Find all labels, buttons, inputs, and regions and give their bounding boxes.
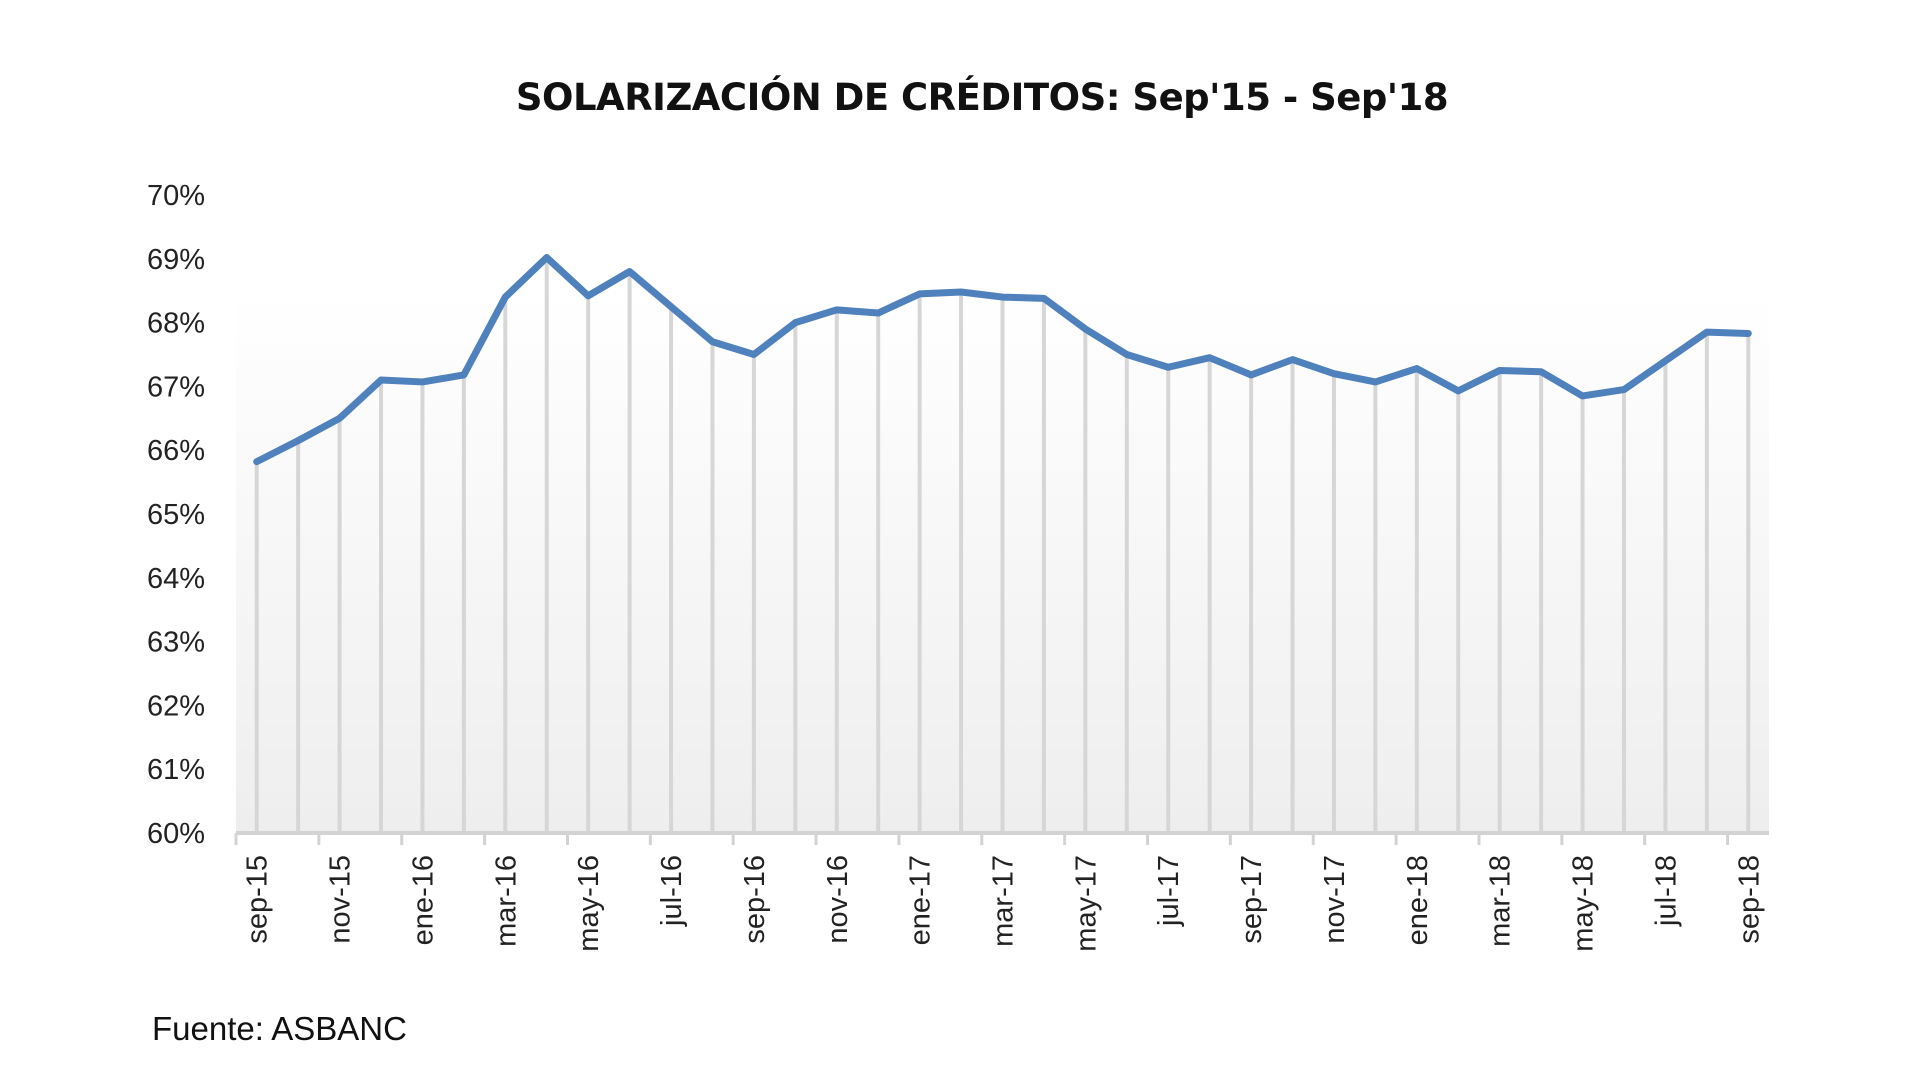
y-tick-label: 63% [147,627,205,659]
x-tick-label: sep-15 [242,855,274,944]
x-tick-label: may-16 [573,855,605,952]
chart-title: SOLARIZACIÓN DE CRÉDITOS: Sep'15 - Sep'1… [515,76,1449,119]
x-tick-label: ene-18 [1402,855,1434,945]
x-tick-label: jul-18 [1650,855,1682,927]
x-tick-label: mar-18 [1485,855,1517,947]
y-tick-label: 65% [147,499,205,531]
x-tick-label: jul-17 [1153,855,1185,927]
y-tick-label: 66% [147,435,205,467]
source-note: Fuente: ASBANC [152,1010,407,1047]
y-tick-label: 70% [147,180,205,212]
y-tick-label: 61% [147,754,205,786]
y-tick-label: 69% [147,244,205,276]
x-tick-label: mar-17 [988,855,1020,947]
x-tick-label: sep-18 [1733,855,1765,944]
x-tick-label: ene-16 [407,855,439,945]
x-tick-label: may-17 [1070,855,1102,952]
y-tick-label: 60% [147,818,205,850]
x-tick-label: nov-16 [822,855,854,944]
y-tick-label: 62% [147,690,205,722]
x-tick-label: mar-16 [490,855,522,947]
x-tick-label: may-18 [1568,855,1600,952]
y-tick-label: 68% [147,308,205,340]
x-tick-label: sep-17 [1236,855,1268,944]
x-tick-label: nov-15 [325,855,357,944]
y-tick-label: 64% [147,563,205,595]
x-tick-label: jul-16 [656,855,688,927]
x-tick-label: nov-17 [1319,855,1351,944]
x-tick-label: ene-17 [905,855,937,945]
y-tick-label: 67% [147,371,205,403]
x-tick-label: sep-16 [739,855,771,944]
